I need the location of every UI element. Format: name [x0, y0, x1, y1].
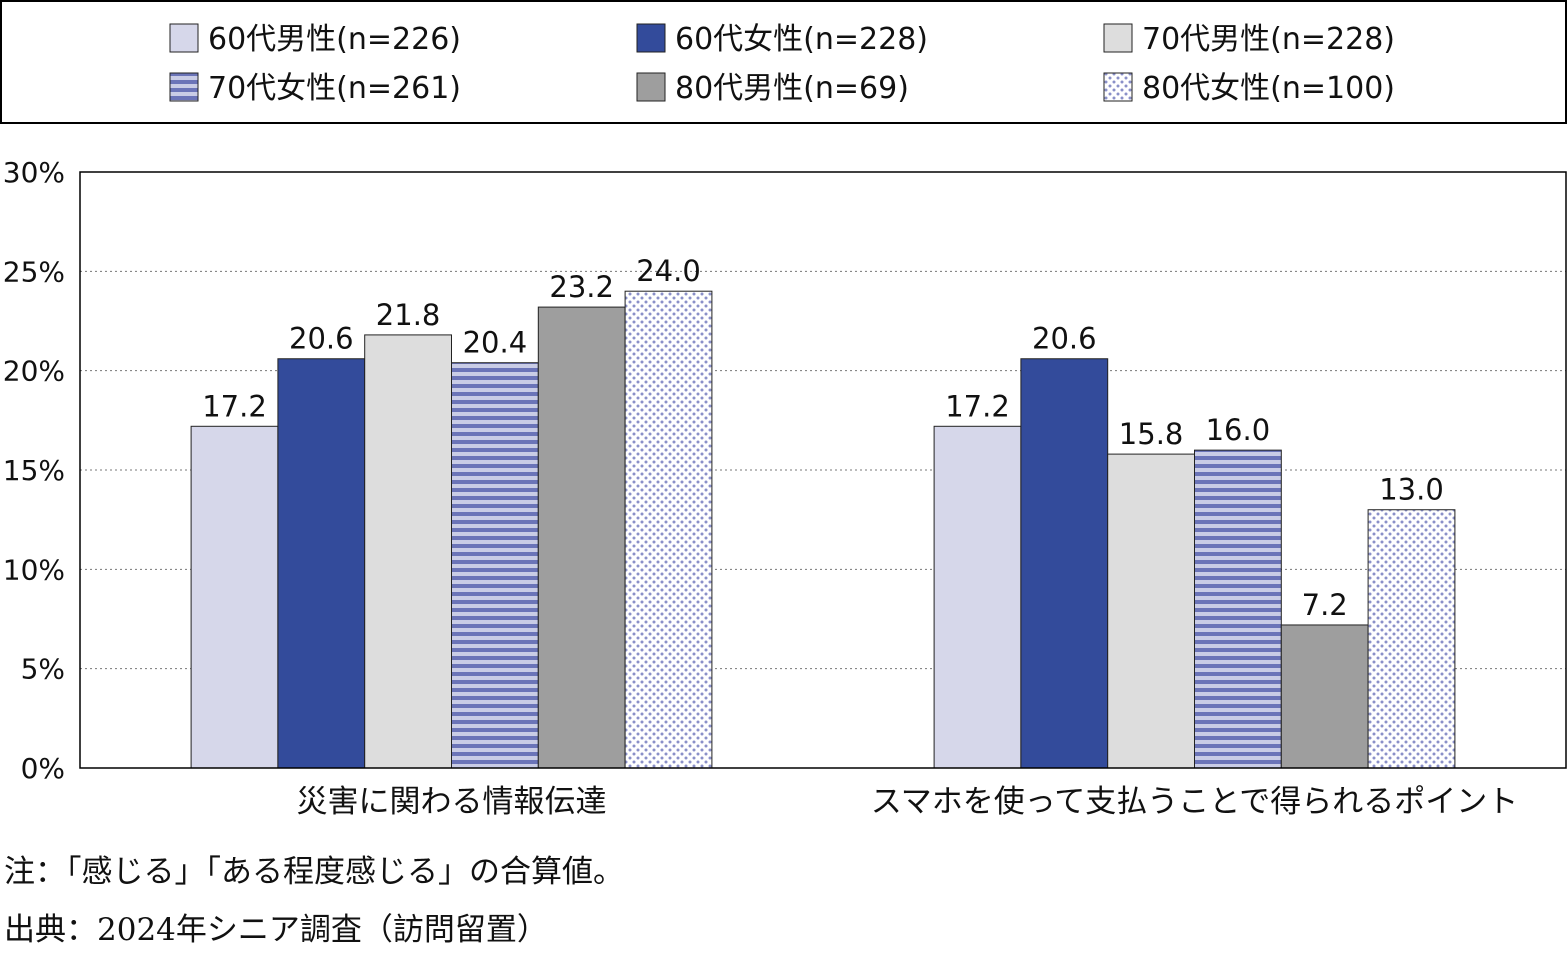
legend-swatch — [636, 23, 666, 53]
bar-value-label: 17.2 — [945, 389, 1010, 423]
bar-value-label: 21.8 — [376, 298, 441, 332]
legend-label: 80代男性(n=69) — [675, 71, 909, 106]
y-tick-label: 15% — [3, 454, 65, 487]
bar-value-label: 20.6 — [1032, 322, 1097, 356]
legend-swatch — [169, 72, 199, 102]
bar — [190, 425, 279, 769]
x-category-label: スマホを使って支払うことで得られるポイント — [871, 784, 1519, 820]
plot-area: 0% 5% 10% 15% 20% 25% 30% 17.2 20.6 21.8 20.4 23.2… — [3, 156, 1567, 820]
legend-label: 70代男性(n=228) — [1142, 22, 1395, 57]
legend-label: 60代男性(n=226) — [208, 22, 461, 57]
y-tick-label: 0% — [21, 752, 65, 785]
bar-value-label: 16.0 — [1206, 413, 1271, 447]
legend-swatch — [1103, 23, 1133, 53]
legend-swatch — [169, 23, 199, 53]
legend-box — [0, 0, 1567, 124]
bar — [1107, 453, 1195, 769]
y-tick-label: 5% — [21, 653, 65, 686]
y-tick-label: 25% — [3, 255, 65, 288]
legend-label: 70代女性(n=261) — [208, 71, 461, 106]
bar — [277, 358, 366, 769]
y-tick-label: 30% — [3, 156, 65, 189]
legend-label: 60代女性(n=228) — [675, 22, 928, 57]
bar-value-label: 13.0 — [1379, 473, 1444, 507]
bar — [624, 290, 713, 769]
y-tick-label: 10% — [3, 553, 65, 586]
x-category-label: 災害に関わる情報伝達 — [297, 784, 607, 820]
legend: 60代男性(n=226) 60代女性(n=228) 70代男性(n=228) 70代女… — [0, 0, 1567, 124]
footnote: 注：「感じる」「ある程度感じる」の合算値。 — [4, 854, 624, 890]
source-note: 出典：2024年シニア調査（訪問留置） — [4, 912, 548, 948]
bar-value-label: 23.2 — [549, 270, 614, 304]
bar — [451, 362, 539, 769]
plot-frame — [79, 171, 1567, 769]
bar-value-label: 24.0 — [636, 254, 701, 288]
legend-swatch — [636, 72, 666, 102]
bar — [933, 425, 1022, 769]
bar-value-label: 15.8 — [1119, 417, 1184, 451]
bar-value-label: 20.4 — [463, 326, 528, 360]
bar — [1367, 509, 1456, 769]
bar — [1194, 449, 1282, 769]
legend-swatch — [1103, 72, 1133, 102]
bar — [1280, 624, 1369, 769]
bar-value-label: 17.2 — [202, 389, 267, 423]
bar — [364, 334, 453, 769]
bar-value-label: 7.2 — [1302, 588, 1348, 622]
bar-value-label: 20.6 — [289, 322, 354, 356]
bar — [1020, 358, 1109, 769]
bar — [537, 306, 626, 769]
y-tick-label: 20% — [3, 355, 65, 388]
legend-label: 80代女性(n=100) — [1142, 71, 1395, 106]
